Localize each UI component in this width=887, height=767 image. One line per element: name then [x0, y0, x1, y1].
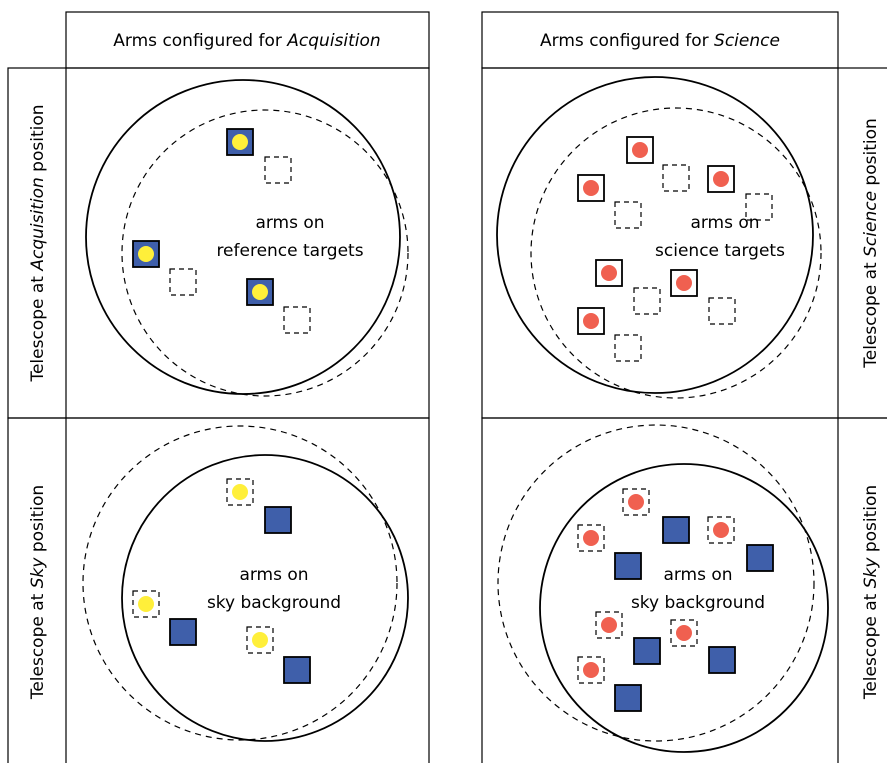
target-dot [583, 662, 599, 678]
text: Arms configured for [540, 31, 714, 51]
arm-square [746, 544, 774, 572]
row-label: Telescope at Science position [861, 118, 881, 369]
left-table [7, 11, 430, 767]
target-dot [601, 265, 617, 281]
arm-square [595, 611, 623, 639]
field-circle [497, 424, 815, 742]
text: position [28, 485, 48, 558]
target-dot [138, 246, 154, 262]
arm-square [670, 619, 698, 647]
target-dot [252, 632, 268, 648]
text: Acquisition [286, 31, 380, 51]
panel-text: science targets [655, 241, 785, 261]
row-label: Telescope at Sky position [861, 485, 881, 700]
arm-square [708, 297, 736, 325]
field-circle [82, 425, 398, 741]
field-circle [121, 109, 409, 397]
arm-square [622, 488, 650, 516]
arm-square [614, 334, 642, 362]
panel-text: arms on [663, 565, 732, 585]
field-circle [121, 454, 409, 742]
target-dot [601, 617, 617, 633]
column-header: Arms configured for Science [540, 31, 780, 51]
target-dot [713, 171, 729, 187]
panel-text: sky background [207, 593, 341, 613]
text: Telescope at [861, 588, 881, 700]
arm-square [283, 656, 311, 684]
target-dot [632, 142, 648, 158]
arm-square [626, 136, 654, 164]
field-circle [530, 107, 822, 399]
arm-square [662, 164, 690, 192]
text: Sky [28, 557, 48, 589]
arm-square [577, 524, 605, 552]
arm-square [708, 646, 736, 674]
arm-square [614, 552, 642, 580]
target-dot [583, 180, 599, 196]
target-dot [232, 134, 248, 150]
arm-square [246, 626, 274, 654]
row-cell [7, 417, 430, 767]
arm-square [633, 637, 661, 665]
text: position [861, 118, 881, 191]
target-dot [232, 484, 248, 500]
panel-text: arms on [690, 213, 759, 233]
text: position [28, 104, 48, 177]
arm-markers [132, 128, 774, 712]
text: Science [861, 191, 881, 257]
target-dot [713, 522, 729, 538]
right-table [481, 11, 887, 767]
arm-square [577, 656, 605, 684]
text: Arms configured for [113, 31, 287, 51]
arm-square [169, 618, 197, 646]
arm-square [745, 193, 773, 221]
target-dot [676, 275, 692, 291]
arm-square [169, 268, 197, 296]
arm-square [264, 506, 292, 534]
field-circle [539, 463, 829, 753]
arm-square [707, 516, 735, 544]
arm-square [633, 287, 661, 315]
arm-square [132, 590, 160, 618]
panel-text: sky background [631, 593, 765, 613]
text: Telescope at [861, 257, 881, 369]
arm-square [662, 516, 690, 544]
arm-square [264, 156, 292, 184]
field-circle [85, 79, 401, 395]
arm-square [283, 306, 311, 334]
arm-square [614, 201, 642, 229]
target-dot [138, 596, 154, 612]
target-dot [583, 530, 599, 546]
text: Science [714, 31, 780, 51]
panel-text: reference targets [216, 241, 363, 261]
arm-square [614, 684, 642, 712]
target-dot [676, 625, 692, 641]
column-header: Arms configured for Acquisition [113, 31, 380, 51]
arm-square [226, 478, 254, 506]
text: Acquisition [28, 177, 48, 271]
row-cell [481, 417, 887, 767]
panel-text: arms on [239, 565, 308, 585]
row-label: Telescope at Sky position [28, 485, 48, 700]
target-dot [252, 284, 268, 300]
target-dot [583, 313, 599, 329]
text: Telescope at [28, 271, 48, 383]
text: Telescope at [28, 588, 48, 700]
field-circle [496, 76, 814, 394]
row-label: Telescope at Acquisition position [28, 104, 48, 382]
text: Sky [861, 557, 881, 589]
target-dot [628, 494, 644, 510]
panel-text: arms on [255, 213, 324, 233]
text: position [861, 485, 881, 558]
arm-square [132, 240, 160, 268]
